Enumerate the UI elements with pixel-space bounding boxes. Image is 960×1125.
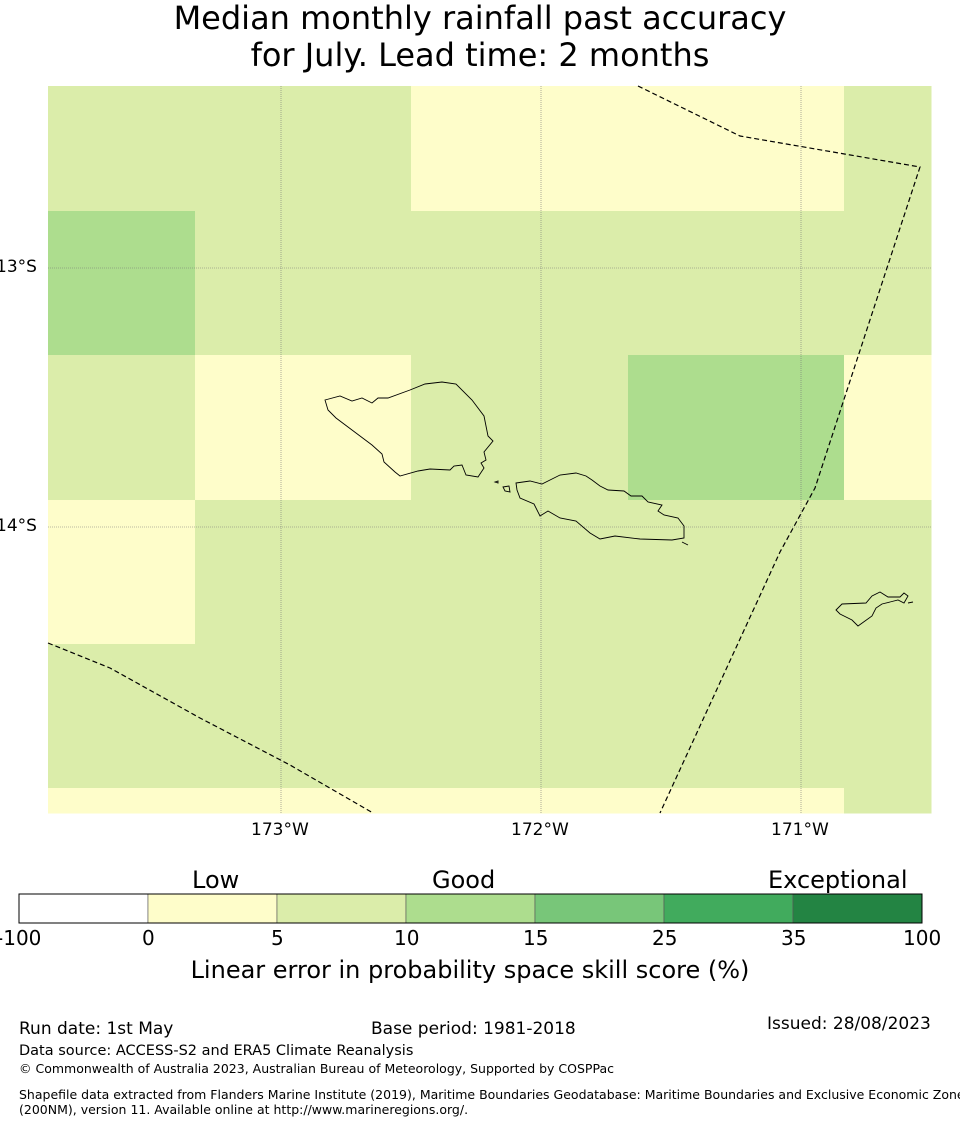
lat-label-14s: 14°S <box>0 516 37 536</box>
savaii-island <box>324 381 494 478</box>
shapefile-credit-line-1: Shapefile data extracted from Flanders M… <box>19 1087 960 1102</box>
skill-grid <box>48 86 932 814</box>
grid-cell <box>48 355 196 501</box>
colorbar-category-exceptional: Exceptional <box>768 866 908 894</box>
grid-cell <box>48 500 196 645</box>
grid-cell <box>411 644 629 789</box>
grid-cell <box>628 86 845 212</box>
grid-cell <box>411 86 629 212</box>
grid-cell <box>844 788 932 814</box>
colorbar-tick: 5 <box>271 926 284 950</box>
colorbar-tick: -100 <box>0 926 42 950</box>
map-title-line-2: for July. Lead time: 2 months <box>250 36 710 74</box>
grid-cell <box>628 644 845 789</box>
grid-cell <box>195 355 412 501</box>
colorbar-tick: 10 <box>394 926 420 950</box>
eez-boundary-north <box>637 85 921 814</box>
colorbar-tick: 25 <box>652 926 678 950</box>
colorbar-segment <box>663 893 794 924</box>
copyright: © Commonwealth of Australia 2023, Austra… <box>19 1061 614 1076</box>
grid-cell <box>844 500 932 645</box>
grid-cell <box>844 211 932 356</box>
grid-cell <box>844 86 932 212</box>
grid-cell <box>195 500 412 645</box>
grid-cell <box>411 788 629 814</box>
lon-label-171w: 171°W <box>771 820 829 840</box>
base-period: Base period: 1981-2018 <box>371 1019 576 1039</box>
colorbar-segment <box>276 893 407 924</box>
coastlines <box>324 381 914 627</box>
map-title-line-1: Median monthly rainfall past accuracy <box>173 0 787 37</box>
colorbar-segment <box>18 893 149 924</box>
colorbar-tick: 100 <box>903 926 942 950</box>
shapefile-credit-line-2: (200NM), version 11. Available online at… <box>19 1102 469 1117</box>
grid-cell <box>48 211 196 356</box>
grid-cell <box>628 788 845 814</box>
eez-boundaries <box>47 85 921 814</box>
grid-cell <box>411 500 629 645</box>
grid-cell <box>628 500 845 645</box>
grid-cell <box>195 644 412 789</box>
colorbar-category-low: Low <box>192 866 240 894</box>
grid-cell <box>411 211 629 356</box>
data-source: Data source: ACCESS-S2 and ERA5 Climate … <box>19 1043 414 1059</box>
colorbar-label: Linear error in probability space skill … <box>190 956 750 984</box>
eez-boundary-west <box>47 642 374 814</box>
colorbar-tick: 35 <box>781 926 807 950</box>
grid-cell <box>195 211 412 356</box>
issued-date: Issued: 28/08/2023 <box>767 1014 931 1034</box>
apolima-island <box>493 480 499 484</box>
upolu-tip <box>681 541 689 546</box>
colorbar-tick: 0 <box>142 926 155 950</box>
colorbar-segment <box>534 893 665 924</box>
grid-cell <box>48 644 196 789</box>
colorbar-tick: 15 <box>523 926 549 950</box>
manono-island <box>502 485 511 493</box>
grid-cell <box>628 211 845 356</box>
colorbar-category-good: Good <box>432 866 496 894</box>
colorbar <box>18 893 923 924</box>
upolu-island <box>515 472 685 541</box>
grid-cell <box>195 86 412 212</box>
colorbar-segments <box>18 893 923 924</box>
lon-label-172w: 172°W <box>511 820 569 840</box>
grid-cell <box>48 788 196 814</box>
grid-cell <box>628 355 845 501</box>
colorbar-frame <box>18 893 923 924</box>
colorbar-segment <box>405 893 536 924</box>
colorbar-segment <box>792 893 923 924</box>
grid-cell <box>844 355 932 501</box>
aunuu-islet <box>907 601 914 604</box>
colorbar-segment <box>147 893 278 924</box>
grid-cell <box>411 355 629 501</box>
grid-cell <box>844 644 932 789</box>
tutuila-island <box>835 591 909 627</box>
run-date: Run date: 1st May <box>19 1019 174 1039</box>
grid-cell <box>48 86 196 212</box>
lon-label-173w: 173°W <box>251 820 309 840</box>
lat-label-13s: 13°S <box>0 257 37 277</box>
grid-cell <box>195 788 412 814</box>
